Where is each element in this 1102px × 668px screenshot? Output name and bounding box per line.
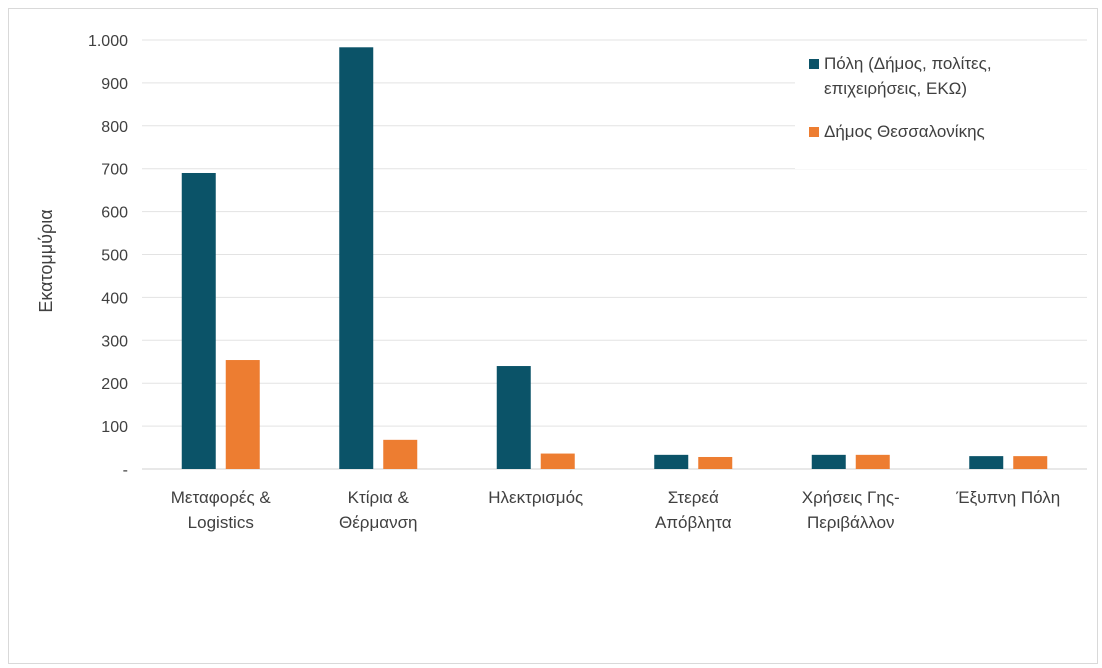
legend-label: Πόλη (Δήμος, πολίτες, <box>824 54 992 73</box>
bar-city <box>654 454 689 469</box>
bar-city <box>496 366 531 469</box>
bar-city <box>181 172 216 470</box>
y-tick-label: 600 <box>101 205 128 222</box>
y-tick-label: 1.000 <box>88 33 128 50</box>
legend-label: Δήμος Θεσσαλονίκης <box>824 122 985 141</box>
chart-frame: - 100 200 300 400 500 600 700 800 900 1.000 Μεταφο… <box>8 8 1098 664</box>
y-axis-label: Εκατομμύρια <box>36 209 56 312</box>
x-category-label: Logistics <box>188 513 254 532</box>
bar-municipality <box>540 453 575 469</box>
bar-city <box>339 47 374 469</box>
x-axis-labels: Μεταφορές & Logistics Κτίρια & Θέρμανση Ηλεκ… <box>171 488 1061 532</box>
y-tick-label: 200 <box>101 376 128 393</box>
bar-city <box>811 454 846 469</box>
bar-municipality <box>855 454 890 469</box>
legend-label: επιχειρήσεις, ΕΚΩ) <box>824 79 967 98</box>
x-category-label: Στερεά <box>668 488 719 507</box>
bars <box>181 47 1048 470</box>
bar-city <box>969 456 1004 469</box>
legend-swatch <box>809 127 819 137</box>
x-category-label: Έξυπνη Πόλη <box>955 488 1060 507</box>
bar-municipality <box>225 360 260 469</box>
x-category-label: Μεταφορές & <box>171 488 272 507</box>
y-tick-label: 400 <box>101 290 128 307</box>
y-tick-label: 500 <box>101 248 128 265</box>
x-category-label: Κτίρια & <box>348 488 410 507</box>
x-category-label: Περιβάλλον <box>807 513 895 532</box>
y-tick-label: - <box>123 462 128 479</box>
bar-municipality <box>383 439 418 469</box>
legend: Πόλη (Δήμος, πολίτες, επιχειρήσεις, ΕΚΩ) Δ… <box>795 47 1087 169</box>
y-tick-label: 900 <box>101 76 128 93</box>
bar-municipality <box>698 456 733 469</box>
x-category-label: Θέρμανση <box>339 513 418 532</box>
y-tick-label: 800 <box>101 119 128 136</box>
bar-municipality <box>1013 456 1048 469</box>
y-tick-label: 300 <box>101 333 128 350</box>
x-category-label: Χρήσεις Γης- <box>802 488 900 507</box>
y-tick-label: 700 <box>101 162 128 179</box>
y-tick-label: 100 <box>101 419 128 436</box>
legend-background <box>795 47 1087 169</box>
legend-swatch <box>809 59 819 69</box>
x-category-label: Ηλεκτρισμός <box>488 488 583 507</box>
y-axis-ticks: - 100 200 300 400 500 600 700 800 900 1.000 <box>88 33 128 479</box>
bar-chart: - 100 200 300 400 500 600 700 800 900 1.000 Μεταφο… <box>36 33 1087 532</box>
x-category-label: Απόβλητα <box>655 513 732 532</box>
